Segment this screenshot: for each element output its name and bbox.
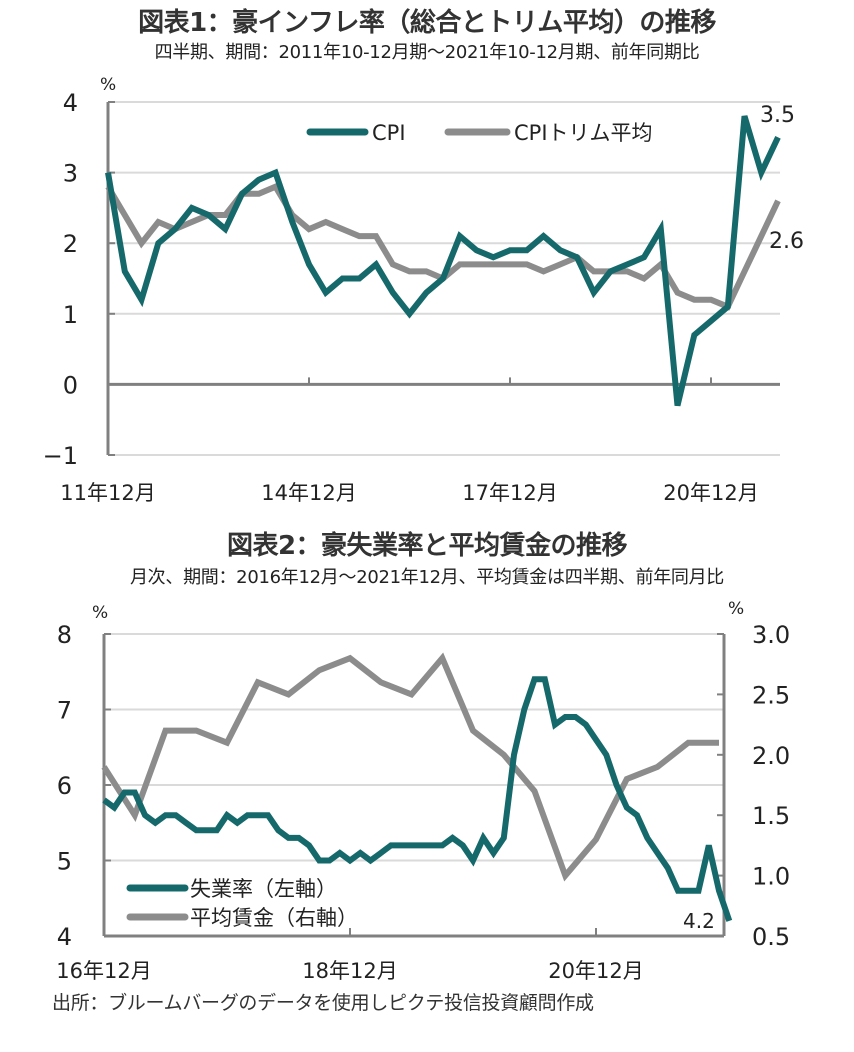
chart2-right-tick-label: 2.5	[752, 681, 790, 709]
chart1-y-tick-label: −1	[43, 442, 78, 470]
chart1-y-unit: %	[100, 75, 116, 95]
legend-cpi-label: CPI	[372, 121, 406, 145]
chart1-y-tick-label: 0	[63, 371, 78, 399]
chart2-left-tick-label: 8	[57, 621, 72, 649]
chart1-plot: % 4 3 2 1 0 −1 11年12月 14年12月 17年12月 20年12月 CPI C…	[43, 75, 804, 505]
chart2-left-tick-label: 4	[57, 923, 72, 951]
chart2-right-tick-label: 3.0	[752, 621, 790, 649]
chart1-subtitle: 四半期、期間：2011年10-12月期～2021年10-12月期、前年同期比	[154, 42, 700, 63]
chart2-left-tick-label: 6	[57, 772, 72, 800]
annotation-cpi-last: 3.5	[760, 103, 795, 128]
chart1-x-tick-label: 11年12月	[60, 481, 155, 505]
chart1-series-cpi	[105, 115, 781, 407]
legend-wage-label: 平均賃金（右軸）	[190, 906, 358, 930]
chart2-y-unit-right: %	[728, 599, 744, 619]
chart2-right-tick-label: 1.0	[752, 863, 790, 891]
chart1-title: 図表1：豪インフレ率（総合とトリム平均）の推移	[138, 8, 716, 38]
chart2-right-tick-label: 2.0	[752, 742, 790, 770]
source-note: 出所：ブルームバーグのデータを使用しピクテ投信投資顧問作成	[52, 992, 594, 1014]
chart1-y-tick-label: 4	[63, 89, 78, 117]
chart1-x-tick-label: 17年12月	[462, 481, 557, 505]
chart1-y-tick-label: 2	[63, 230, 78, 258]
legend-trim-label: CPIトリム平均	[514, 121, 653, 145]
chart2-series-unemployment	[102, 676, 733, 922]
annotation-trim-last: 2.6	[769, 229, 804, 254]
chart2-left-tick-label: 7	[57, 697, 72, 725]
chart1-y-tick-label: 1	[63, 301, 78, 329]
chart1-x-tick-label: 14年12月	[261, 481, 356, 505]
legend-unemployment-label: 失業率（左軸）	[190, 877, 337, 901]
chart2-x-tick-label: 18年12月	[302, 959, 397, 983]
chart2-subtitle: 月次、期間：2016年12月～2021年12月、平均賃金は四半期、前年同月比	[129, 567, 725, 588]
chart2-plot: % % 8 7 6 5 4 3.0 2.5 2.0 1.5 1.0 0.5 16年12月 18年12月…	[56, 599, 790, 983]
chart2-right-tick-label: 0.5	[752, 923, 790, 951]
chart2-right-tick-label: 1.5	[752, 802, 790, 830]
chart1-legend: CPI CPIトリム平均	[306, 121, 653, 145]
chart1-series-trim-mean	[105, 182, 781, 311]
chart2-x-tick-label: 16年12月	[56, 959, 151, 983]
chart1-x-tick-label: 20年12月	[663, 481, 758, 505]
chart2-left-tick-label: 5	[57, 848, 72, 876]
chart2-title: 図表2：豪失業率と平均賃金の推移	[226, 531, 628, 561]
chart2-x-tick-label: 20年12月	[548, 959, 643, 983]
chart2-y-unit-left: %	[92, 603, 108, 623]
annotation-unemployment-last: 4.2	[683, 909, 715, 933]
chart1-y-tick-label: 3	[63, 160, 78, 188]
chart2-legend: 失業率（左軸） 平均賃金（右軸）	[126, 877, 358, 930]
